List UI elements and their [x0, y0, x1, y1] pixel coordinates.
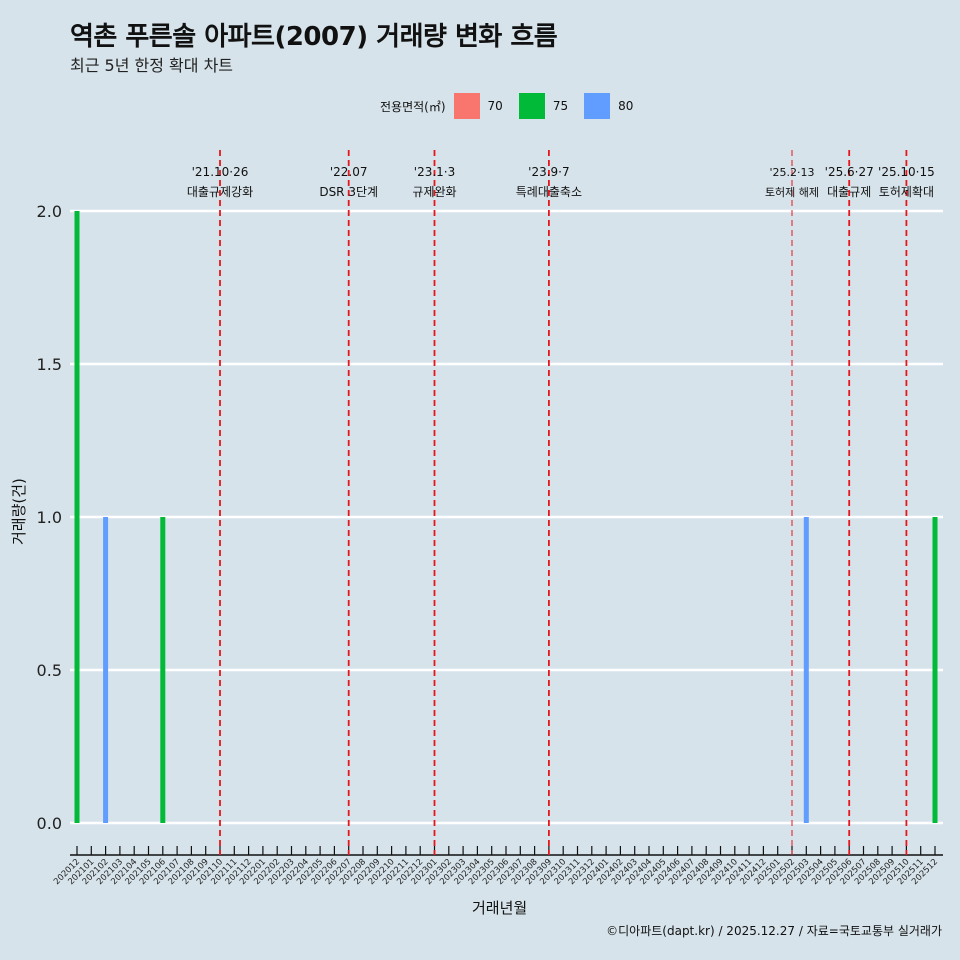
event-label: DSR 3단계	[319, 185, 378, 199]
legend-label-70: 70	[487, 99, 503, 113]
legend-title: 전용면적(㎡)	[380, 99, 446, 114]
event-date: '25.2·13	[769, 166, 814, 179]
legend-key-75	[518, 93, 545, 119]
event-label: 대출규제강화	[187, 185, 253, 199]
y-tick-label: 1.5	[37, 355, 62, 374]
event-date: '25.10·15	[878, 165, 935, 179]
y-tick-label: 2.0	[37, 202, 62, 221]
legend: 전용면적(㎡) 70 75 80	[380, 93, 649, 119]
y-tick-label: 0.5	[37, 661, 62, 680]
event-label: 규제완화	[412, 185, 456, 199]
bar	[103, 517, 109, 823]
event-date: '23.9·7	[528, 165, 569, 179]
legend-key-80	[584, 93, 611, 119]
bar	[74, 211, 80, 823]
chart-subtitle: 최근 5년 한정 확대 차트	[70, 56, 234, 75]
legend-label-80: 80	[618, 99, 634, 113]
footer-credit: ©디아파트(dapt.kr) / 2025.12.27 / 자료=국토교통부 실…	[606, 924, 942, 938]
event-label: 특례대출축소	[516, 185, 582, 199]
legend-label-75: 75	[552, 99, 569, 113]
bar	[803, 517, 809, 823]
bar	[932, 517, 938, 823]
event-date: '25.6·27	[825, 165, 874, 179]
y-axis-label: 거래량(건)	[10, 478, 28, 545]
y-tick-label: 0.0	[37, 814, 62, 833]
event-date: '21.10·26	[192, 165, 249, 179]
bar	[160, 517, 166, 823]
chart-title: 역촌 푸른솔 아파트(2007) 거래량 변화 흐름	[70, 22, 558, 52]
legend-key-70	[453, 93, 480, 119]
event-label: 대출규제	[827, 185, 871, 199]
y-tick-label: 1.0	[37, 508, 62, 527]
event-date: '23.1·3	[414, 165, 455, 179]
event-label: 토허제확대	[879, 185, 934, 199]
x-axis-label: 거래년월	[472, 899, 528, 917]
event-date: '22.07	[330, 165, 368, 179]
event-label: 토허제 해제	[765, 185, 819, 199]
